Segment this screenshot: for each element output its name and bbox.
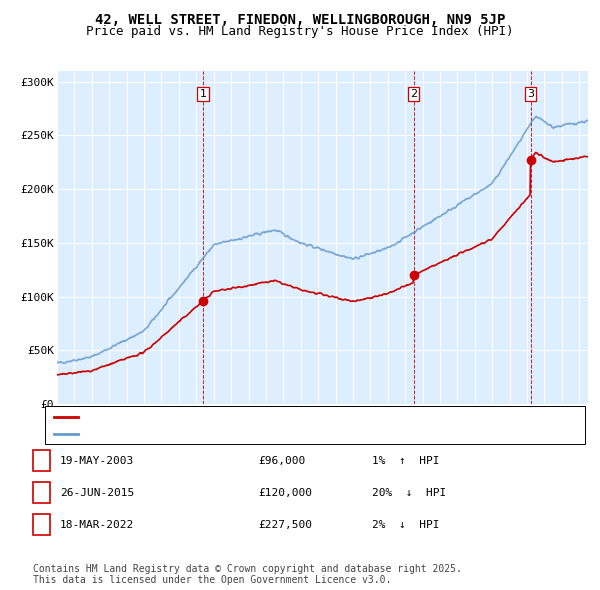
- Text: 19-MAY-2003: 19-MAY-2003: [60, 456, 134, 466]
- Text: 1%  ↑  HPI: 1% ↑ HPI: [372, 456, 439, 466]
- Text: 26-JUN-2015: 26-JUN-2015: [60, 488, 134, 497]
- Text: 2: 2: [410, 89, 417, 99]
- Text: 3: 3: [527, 89, 534, 99]
- Text: Price paid vs. HM Land Registry's House Price Index (HPI): Price paid vs. HM Land Registry's House …: [86, 25, 514, 38]
- Text: £227,500: £227,500: [258, 520, 312, 529]
- Text: 2%  ↓  HPI: 2% ↓ HPI: [372, 520, 439, 529]
- Text: 18-MAR-2022: 18-MAR-2022: [60, 520, 134, 529]
- Text: Contains HM Land Registry data © Crown copyright and database right 2025.
This d: Contains HM Land Registry data © Crown c…: [33, 563, 462, 585]
- Text: 1: 1: [199, 89, 206, 99]
- Text: 2: 2: [38, 488, 45, 497]
- Text: 1: 1: [38, 456, 45, 466]
- Text: 3: 3: [38, 520, 45, 529]
- Text: £120,000: £120,000: [258, 488, 312, 497]
- Text: 42, WELL STREET, FINEDON, WELLINGBOROUGH, NN9 5JP (semi-detached house): 42, WELL STREET, FINEDON, WELLINGBOROUGH…: [83, 412, 562, 422]
- Text: £96,000: £96,000: [258, 456, 305, 466]
- Text: 42, WELL STREET, FINEDON, WELLINGBOROUGH, NN9 5JP: 42, WELL STREET, FINEDON, WELLINGBOROUGH…: [95, 13, 505, 27]
- Text: 20%  ↓  HPI: 20% ↓ HPI: [372, 488, 446, 497]
- Text: HPI: Average price, semi-detached house, North Northamptonshire: HPI: Average price, semi-detached house,…: [83, 428, 508, 438]
